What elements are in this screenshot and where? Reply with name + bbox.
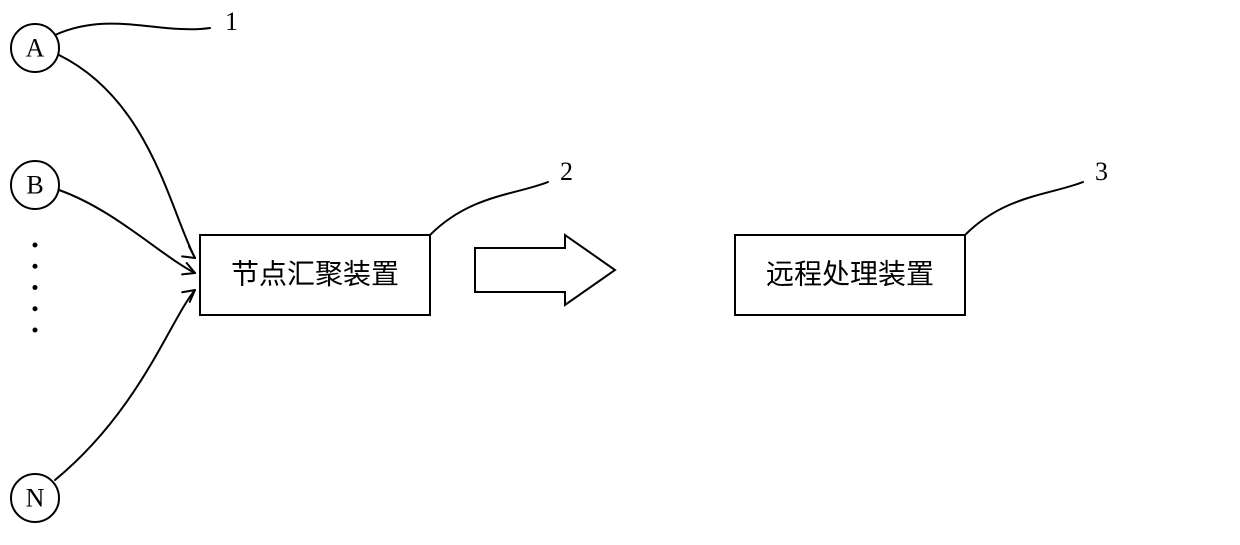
box-aggregator: 节点汇聚装置 <box>200 235 430 315</box>
node-label-N: N <box>26 484 45 513</box>
box-label-aggregator: 节点汇聚装置 <box>231 259 399 291</box>
box-remote: 远程处理装置 <box>735 235 965 315</box>
node-label-B: B <box>26 171 43 200</box>
box-label-remote: 远程处理装置 <box>766 259 934 291</box>
callout-label-3: 3 <box>1095 157 1108 186</box>
callout-label-1: 1 <box>225 7 238 36</box>
node-label-A: A <box>26 34 45 63</box>
diagram-canvas: A B N 节点汇聚装置 远程处理装置 1 2 3 <box>0 0 1240 545</box>
callout-label-2: 2 <box>560 157 573 186</box>
background <box>0 0 1240 545</box>
